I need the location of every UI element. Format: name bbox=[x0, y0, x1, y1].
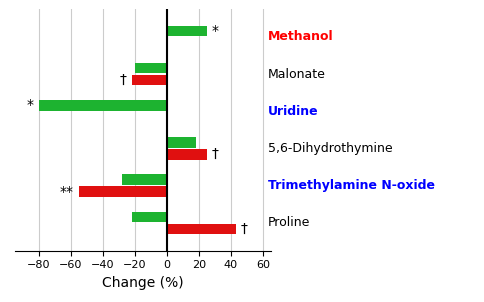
Text: †: † bbox=[212, 147, 219, 161]
Bar bbox=[122, 175, 167, 185]
Bar bbox=[39, 100, 167, 111]
Bar bbox=[167, 26, 207, 36]
Text: †: † bbox=[241, 222, 247, 236]
Text: Methanol: Methanol bbox=[268, 31, 333, 43]
Text: †: † bbox=[120, 73, 127, 87]
Text: **: ** bbox=[60, 185, 74, 198]
Text: Proline: Proline bbox=[268, 216, 310, 229]
Bar bbox=[167, 149, 207, 159]
Bar bbox=[167, 137, 196, 148]
Bar bbox=[132, 212, 167, 222]
Text: Uridine: Uridine bbox=[268, 105, 318, 118]
X-axis label: Change (%): Change (%) bbox=[102, 276, 183, 290]
Text: Malonate: Malonate bbox=[268, 68, 326, 81]
Text: Trimethylamine N-oxide: Trimethylamine N-oxide bbox=[268, 179, 435, 192]
Text: *: * bbox=[212, 24, 219, 38]
Bar bbox=[167, 223, 236, 234]
Bar bbox=[79, 186, 167, 197]
Bar bbox=[135, 63, 167, 73]
Bar bbox=[132, 75, 167, 85]
Text: *: * bbox=[27, 98, 34, 112]
Text: 5,6-Dihydrothymine: 5,6-Dihydrothymine bbox=[268, 142, 393, 155]
